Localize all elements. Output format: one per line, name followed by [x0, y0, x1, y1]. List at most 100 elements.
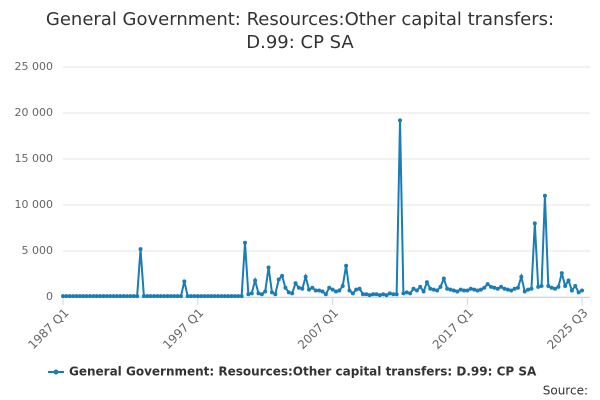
data-point	[580, 288, 584, 293]
data-point	[104, 294, 109, 299]
data-point	[398, 118, 403, 123]
data-point	[145, 294, 150, 299]
data-point	[185, 294, 190, 299]
data-point	[424, 280, 429, 285]
data-point	[333, 289, 338, 294]
data-point	[539, 283, 544, 288]
data-point	[364, 292, 369, 297]
data-point	[67, 294, 72, 299]
data-point	[108, 294, 113, 299]
data-point	[337, 288, 342, 293]
y-tick-label: 20 000	[15, 106, 54, 119]
data-point	[253, 278, 258, 283]
data-point	[344, 263, 349, 268]
data-point	[158, 294, 163, 299]
data-point	[293, 281, 298, 286]
data-point	[87, 294, 92, 299]
data-point	[401, 291, 406, 296]
data-point	[226, 294, 231, 299]
data-point	[559, 271, 564, 276]
y-tick-label: 0	[46, 290, 53, 303]
data-point	[350, 291, 355, 296]
data-point	[482, 285, 487, 290]
data-point	[256, 291, 261, 296]
data-point	[418, 284, 423, 289]
data-point	[455, 289, 460, 294]
data-point	[64, 294, 69, 299]
data-point	[148, 294, 153, 299]
data-point	[283, 285, 288, 290]
data-point	[162, 294, 167, 299]
data-point	[505, 287, 510, 292]
data-point	[317, 288, 322, 293]
data-point	[216, 294, 221, 299]
data-point	[563, 283, 568, 288]
source: Source:	[543, 384, 588, 398]
data-point	[114, 294, 119, 299]
data-point	[121, 294, 126, 299]
data-point	[296, 285, 301, 290]
data-point	[303, 274, 308, 279]
data-point	[391, 292, 396, 297]
data-point	[404, 290, 409, 295]
data-point	[546, 283, 551, 288]
data-point	[138, 247, 143, 252]
data-point	[367, 293, 372, 298]
data-point	[131, 294, 136, 299]
data-point	[61, 294, 65, 299]
data-point	[98, 294, 103, 299]
data-point	[249, 291, 254, 296]
y-tick-label: 25 000	[15, 60, 54, 73]
data-point	[431, 287, 436, 292]
data-point	[468, 286, 473, 291]
data-point	[478, 287, 483, 292]
x-tick-label: 2007 Q1	[295, 306, 341, 352]
data-point	[556, 284, 561, 289]
data-point	[529, 286, 534, 291]
data-point	[340, 283, 345, 288]
data-point	[77, 294, 82, 299]
data-point	[290, 291, 295, 296]
data-point	[465, 288, 470, 293]
data-point	[532, 221, 537, 226]
data-point	[263, 289, 268, 294]
data-point	[323, 292, 328, 297]
data-point	[212, 294, 217, 299]
data-point	[246, 292, 251, 297]
data-point	[499, 284, 504, 289]
data-point	[199, 294, 204, 299]
data-point	[175, 294, 180, 299]
data-point	[165, 294, 170, 299]
data-point	[485, 282, 490, 287]
data-point	[549, 285, 554, 290]
data-point	[512, 286, 517, 291]
data-point	[330, 287, 335, 292]
data-point	[269, 290, 274, 295]
data-point	[438, 284, 443, 289]
y-tick-label: 5 000	[22, 244, 54, 257]
data-point	[408, 291, 413, 296]
chart-title: General Government: Resources:Other capi…	[45, 9, 555, 53]
x-tick-label: 1997 Q1	[160, 306, 206, 352]
data-point	[553, 286, 558, 291]
data-point	[573, 283, 578, 288]
data-point	[273, 292, 278, 297]
data-point	[310, 285, 315, 290]
data-point	[205, 294, 210, 299]
data-point	[445, 286, 450, 291]
data-point	[266, 265, 271, 270]
data-point	[286, 290, 291, 295]
data-point	[192, 294, 197, 299]
data-point	[492, 285, 497, 290]
data-point	[502, 286, 507, 291]
data-point	[242, 240, 247, 245]
x-tick-label: 1987 Q1	[25, 306, 71, 352]
data-point	[168, 294, 173, 299]
data-point	[307, 287, 312, 292]
data-point	[178, 294, 183, 299]
data-point	[475, 288, 480, 293]
data-point	[91, 294, 96, 299]
data-point	[451, 288, 456, 293]
data-point	[566, 278, 571, 283]
series-line	[63, 120, 583, 298]
